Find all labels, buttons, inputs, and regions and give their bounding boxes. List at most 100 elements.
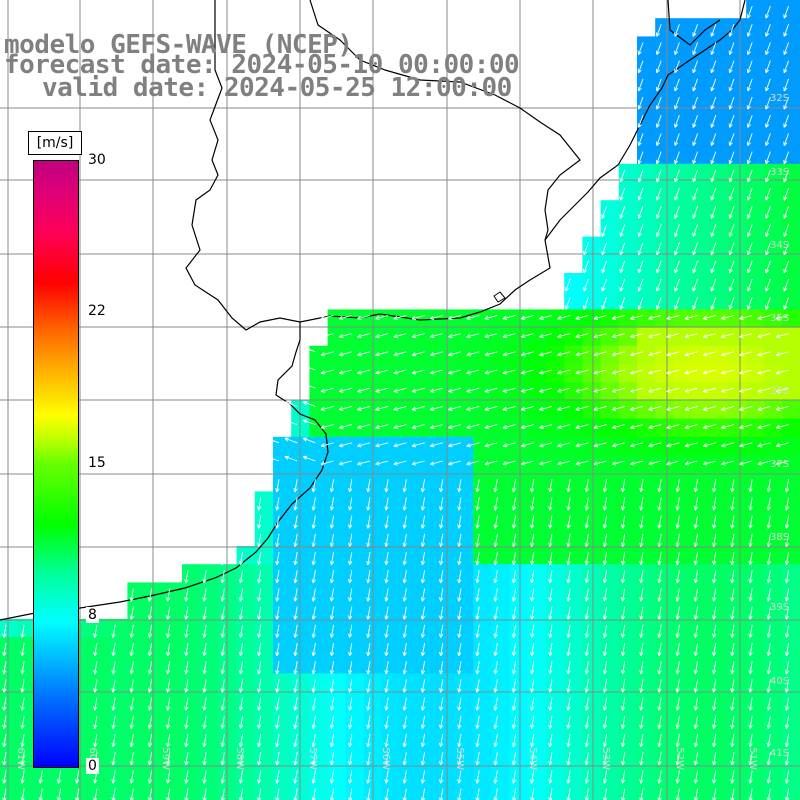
wind-arrow bbox=[475, 570, 480, 584]
wind-arrow bbox=[384, 697, 389, 711]
wind-arrow bbox=[575, 314, 589, 320]
wind-arrow bbox=[746, 169, 753, 183]
wind-arrow bbox=[775, 460, 789, 466]
wind-arrow bbox=[511, 715, 517, 729]
wind-arrow bbox=[657, 497, 662, 511]
wind-arrow bbox=[611, 424, 625, 430]
wind-arrow bbox=[637, 206, 644, 219]
wind-arrow bbox=[238, 752, 244, 766]
wind-cell bbox=[746, 345, 765, 365]
wind-arrow bbox=[730, 624, 735, 638]
wind-arrow bbox=[329, 770, 335, 784]
wind-cell bbox=[637, 236, 656, 256]
wind-arrow bbox=[584, 479, 589, 493]
wind-arrow bbox=[748, 679, 753, 693]
wind-cell bbox=[345, 400, 365, 420]
wind-arrow bbox=[728, 260, 735, 274]
wind-cell bbox=[764, 382, 784, 401]
wind-arrow bbox=[539, 351, 553, 357]
forecast-date: forecast date: 2024-05-10 00:00:00 bbox=[4, 50, 520, 80]
wind-arrow bbox=[593, 424, 607, 430]
wind-arrow bbox=[302, 364, 316, 371]
wind-arrow bbox=[311, 533, 316, 547]
wind-arrow bbox=[275, 733, 280, 748]
wind-cell bbox=[491, 418, 511, 438]
wind-arrow bbox=[584, 551, 589, 566]
wind-arrow bbox=[284, 455, 298, 462]
wind-arrow bbox=[557, 405, 571, 411]
wind-cell bbox=[655, 273, 674, 292]
wind-cell bbox=[782, 145, 800, 165]
longitude-label: 51W bbox=[747, 747, 758, 770]
wind-arrow bbox=[637, 224, 644, 237]
wind-arrow bbox=[637, 151, 644, 165]
wind-arrow bbox=[728, 42, 735, 55]
wind-arrow bbox=[621, 624, 626, 638]
wind-cell bbox=[764, 309, 784, 329]
wind-cell bbox=[709, 145, 729, 165]
wind-arrow bbox=[357, 442, 371, 448]
longitude-label: 52W bbox=[674, 747, 685, 770]
wind-arrow bbox=[566, 606, 571, 620]
wind-arrow bbox=[710, 96, 717, 110]
wind-arrow bbox=[129, 715, 134, 729]
wind-arrow bbox=[657, 770, 662, 784]
wind-arrow bbox=[493, 715, 498, 729]
wind-arrow bbox=[147, 715, 153, 729]
wind-arrow bbox=[420, 497, 426, 511]
wind-cell bbox=[709, 200, 729, 219]
wind-cell bbox=[782, 163, 800, 183]
wind-cell bbox=[746, 327, 765, 347]
wind-arrow bbox=[674, 260, 680, 274]
wind-arrow bbox=[730, 715, 735, 729]
wind-cell bbox=[491, 327, 511, 347]
wind-arrow bbox=[566, 624, 571, 638]
wind-arrow bbox=[601, 297, 608, 310]
wind-arrow bbox=[657, 715, 662, 729]
wind-arrow bbox=[257, 588, 262, 602]
wind-cell bbox=[655, 455, 674, 474]
wind-cell bbox=[782, 54, 800, 74]
wind-arrow bbox=[584, 697, 589, 711]
wind-arrow bbox=[493, 551, 498, 566]
wind-cell bbox=[546, 400, 565, 420]
wind-arrow bbox=[411, 333, 425, 339]
wind-cell bbox=[600, 254, 620, 274]
wind-cell bbox=[309, 455, 329, 474]
wind-arrow bbox=[784, 679, 790, 693]
wind-arrow bbox=[602, 533, 608, 547]
wind-cell bbox=[564, 364, 583, 383]
wind-arrow bbox=[739, 387, 753, 393]
wind-cell bbox=[36, 782, 56, 800]
wind-cell bbox=[746, 382, 765, 401]
wind-arrow bbox=[129, 679, 134, 693]
wind-cell bbox=[655, 91, 674, 110]
wind-arrow bbox=[657, 551, 662, 566]
wind-arrow bbox=[357, 424, 371, 430]
wind-arrow bbox=[648, 460, 662, 466]
wind-arrow bbox=[147, 642, 153, 657]
wind-arrow bbox=[238, 697, 244, 711]
wind-arrow bbox=[357, 387, 371, 393]
wind-arrow bbox=[439, 624, 444, 638]
wind-arrow bbox=[457, 642, 462, 657]
wind-cell bbox=[764, 218, 784, 238]
wind-arrow bbox=[439, 679, 444, 693]
wind-arrow bbox=[439, 515, 444, 529]
wind-cell bbox=[637, 54, 656, 74]
wind-arrow bbox=[20, 697, 25, 711]
wind-arrow bbox=[674, 151, 680, 165]
wind-arrow bbox=[655, 115, 662, 128]
wind-cell bbox=[509, 382, 529, 401]
wind-arrow bbox=[511, 752, 517, 766]
wind-cell bbox=[764, 91, 784, 110]
wind-arrow bbox=[511, 588, 517, 602]
wind-arrow bbox=[493, 770, 498, 784]
wind-arrow bbox=[475, 661, 480, 675]
wind-arrow bbox=[675, 661, 680, 675]
longitude-label: 54W bbox=[527, 747, 538, 770]
wind-cell bbox=[564, 273, 583, 292]
wind-arrow bbox=[329, 697, 335, 711]
wind-arrow bbox=[748, 752, 753, 766]
wind-arrow bbox=[502, 442, 516, 448]
